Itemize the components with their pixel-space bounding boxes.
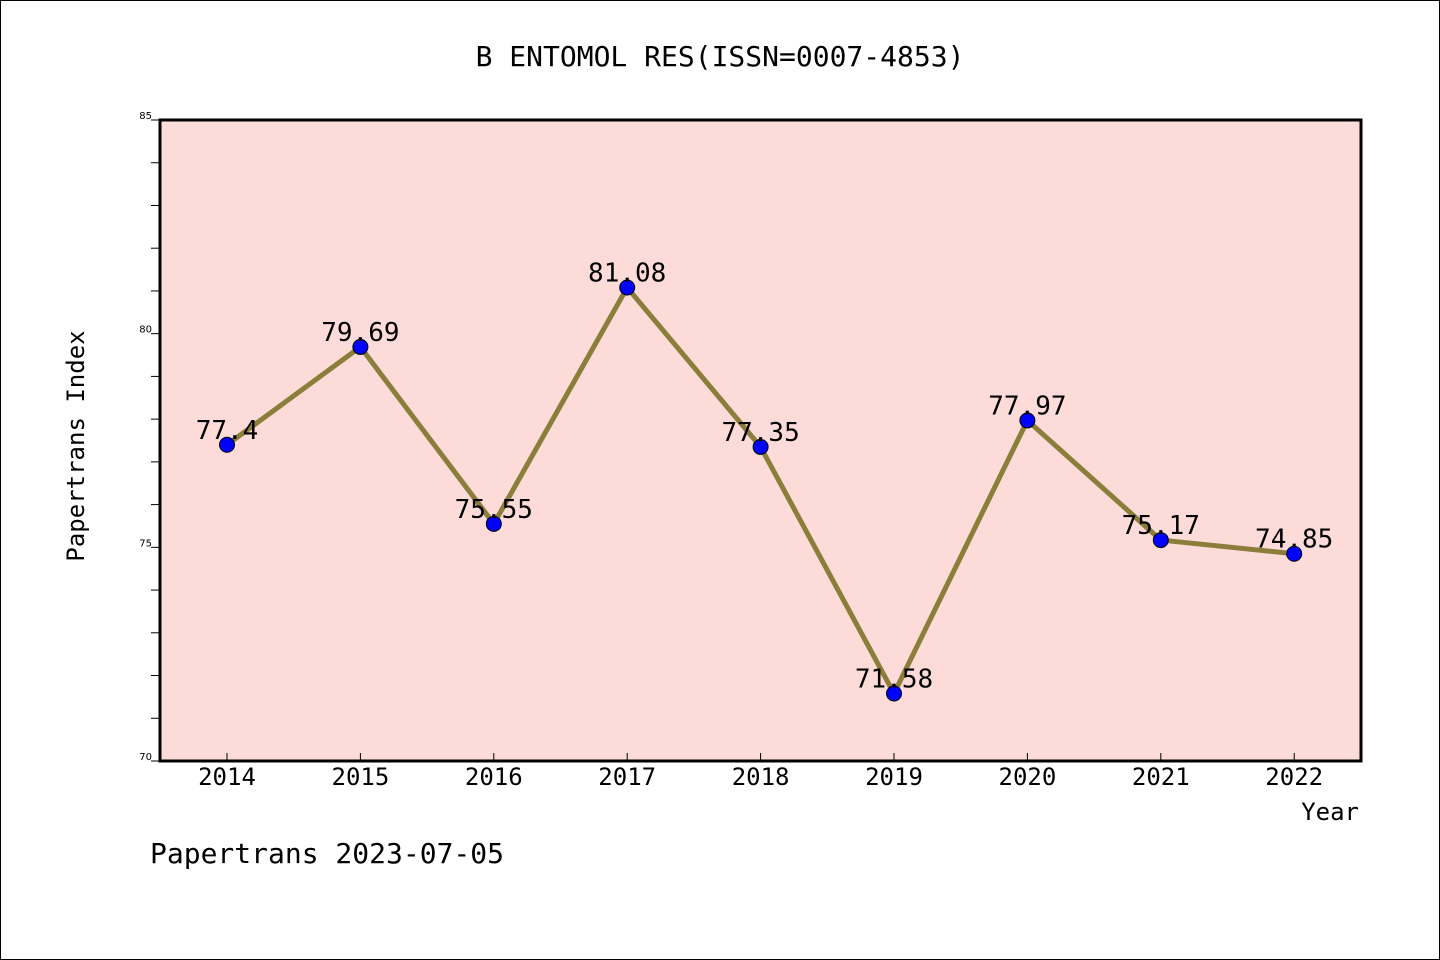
footer-text: Papertrans 2023-07-05	[150, 837, 504, 870]
x-tick-label: 2016	[465, 763, 523, 791]
data-point	[1286, 545, 1303, 562]
x-tick-label: 2021	[1132, 763, 1190, 791]
data-label: 75.55	[455, 495, 533, 525]
data-markers	[219, 279, 1303, 702]
x-tick-label: 2019	[865, 763, 923, 791]
data-label: 81.08	[588, 259, 666, 289]
data-label: 77.35	[721, 418, 799, 448]
data-point	[619, 279, 636, 296]
data-point	[485, 515, 502, 532]
x-tick-label: 2014	[198, 763, 256, 791]
chart-title: B ENTOMOL RES(ISSN=0007-4853)	[476, 40, 965, 73]
data-label: 74.85	[1255, 525, 1333, 555]
data-point	[219, 436, 235, 453]
x-tick-label: 2020	[999, 763, 1057, 791]
data-label: 71.58	[855, 664, 933, 694]
data-label: 75.17	[1122, 511, 1200, 541]
y-tick-label: 85	[139, 111, 152, 122]
data-label: 79.69	[321, 318, 399, 348]
y-axis-ticks: 70 75 80 85	[139, 111, 160, 763]
data-point	[352, 338, 369, 355]
x-tick-label: 2018	[732, 763, 790, 791]
data-labels: 77.4 79.69 75.55 81.08 77.35 71.58 77.97 75.17 7…	[196, 259, 1334, 695]
x-tick-label: 2017	[598, 763, 656, 791]
x-tick-label: 2022	[1265, 763, 1323, 791]
data-point	[752, 438, 769, 455]
y-axis-label: Papertrans Index	[62, 330, 90, 561]
y-tick-label: 75	[139, 538, 152, 549]
data-point	[1152, 532, 1169, 549]
x-tick-label: 2015	[332, 763, 390, 791]
x-axis-ticks: 2014 2015 2016 2017 2018 2019 2020 2021 2022	[198, 753, 1323, 791]
data-label: 77.97	[988, 391, 1066, 421]
data-point	[1019, 412, 1036, 429]
y-tick-label: 70	[139, 752, 152, 763]
data-point	[886, 685, 902, 702]
data-label: 77.4	[196, 416, 259, 446]
x-axis-label: Year	[1301, 798, 1359, 826]
y-tick-label: 80	[139, 325, 152, 336]
